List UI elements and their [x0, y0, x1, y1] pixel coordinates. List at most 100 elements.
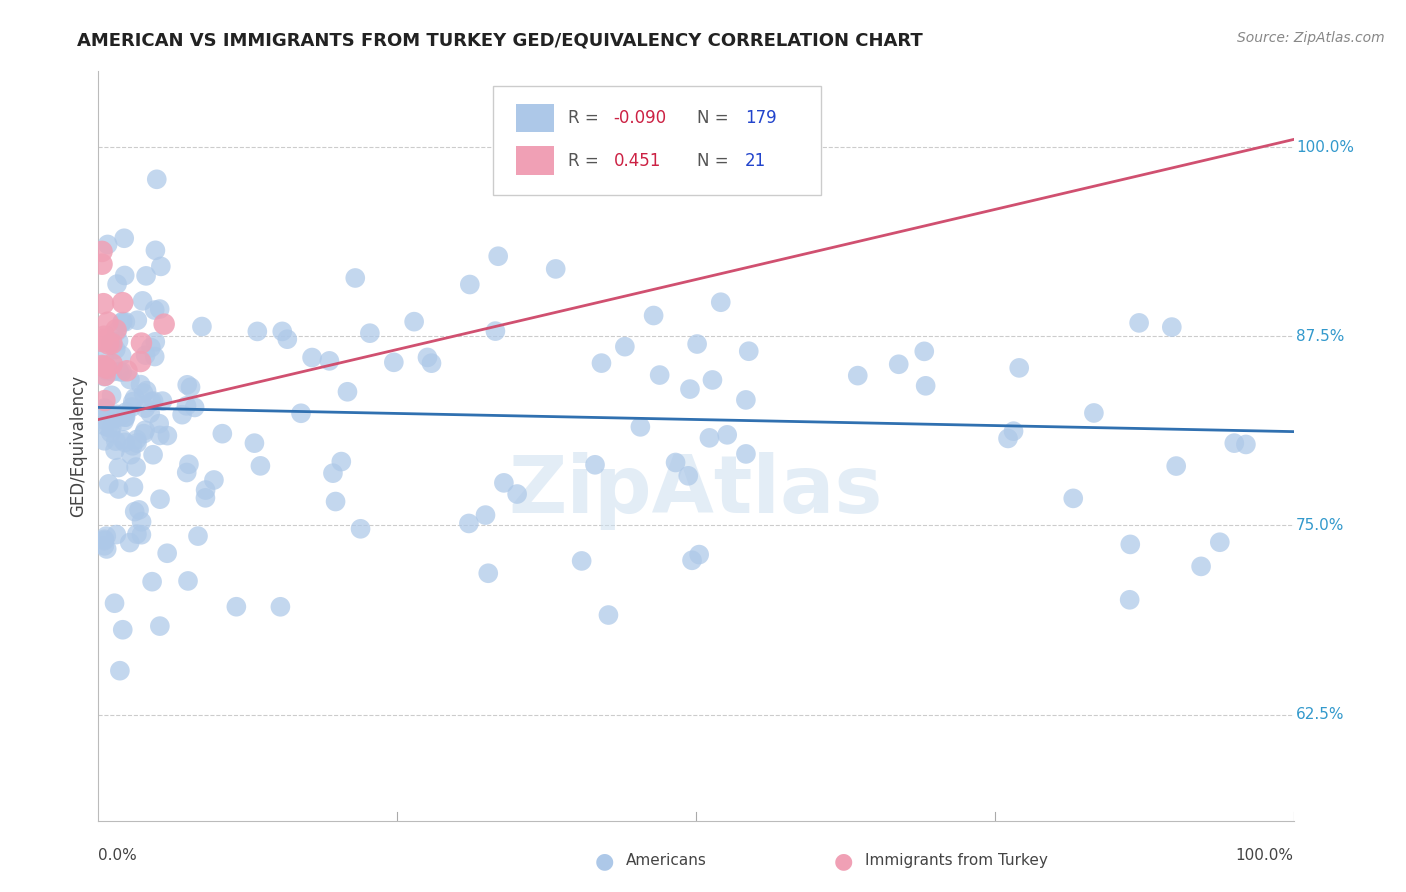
Point — [131, 336, 153, 351]
Point — [94, 368, 117, 383]
Point — [177, 458, 200, 472]
Point — [105, 527, 128, 541]
Point — [108, 409, 131, 424]
Point — [1160, 320, 1182, 334]
Point — [679, 382, 702, 396]
Point — [176, 377, 198, 392]
Point — [93, 413, 115, 427]
Point — [104, 434, 127, 448]
Point — [96, 363, 118, 377]
Point — [104, 443, 127, 458]
Point — [124, 505, 146, 519]
Point — [118, 372, 141, 386]
Point — [187, 529, 209, 543]
Point — [93, 359, 115, 374]
Point — [121, 439, 143, 453]
Point — [336, 384, 359, 399]
Point — [420, 356, 443, 370]
Point — [591, 356, 613, 370]
Point — [177, 574, 200, 588]
Point — [121, 400, 143, 414]
FancyBboxPatch shape — [516, 103, 554, 132]
Text: 0.0%: 0.0% — [98, 848, 138, 863]
Point — [149, 301, 172, 316]
Point — [349, 522, 371, 536]
Point — [107, 334, 129, 348]
Point — [129, 377, 152, 392]
Point — [105, 410, 128, 425]
Point — [648, 368, 671, 382]
Point — [94, 401, 117, 416]
Text: N =: N = — [697, 152, 734, 169]
Point — [132, 386, 155, 401]
Point — [322, 466, 344, 480]
Point — [301, 351, 323, 365]
Point — [290, 406, 312, 420]
Point — [156, 428, 179, 442]
Point — [125, 436, 148, 450]
Point — [96, 361, 118, 376]
Point — [846, 368, 869, 383]
Point — [139, 406, 162, 420]
Point — [105, 323, 128, 337]
Point — [135, 384, 157, 398]
Point — [404, 315, 426, 329]
Point — [131, 293, 153, 308]
Point — [716, 427, 738, 442]
Point — [271, 325, 294, 339]
Point — [156, 546, 179, 560]
Point — [111, 623, 134, 637]
Point — [131, 515, 153, 529]
Point — [131, 527, 153, 541]
Point — [276, 332, 298, 346]
Point — [997, 432, 1019, 446]
Point — [101, 357, 124, 371]
Point — [1119, 537, 1142, 551]
Point — [628, 420, 651, 434]
Point — [146, 172, 169, 186]
Point — [134, 423, 156, 437]
Point — [583, 458, 606, 472]
Point — [183, 401, 205, 415]
Point — [114, 410, 136, 425]
Point — [243, 436, 266, 450]
Point — [134, 401, 156, 416]
Point — [143, 334, 166, 349]
Point — [96, 541, 118, 556]
Point — [148, 417, 170, 431]
Text: 75.0%: 75.0% — [1296, 518, 1344, 533]
Point — [114, 315, 136, 329]
Point — [93, 533, 115, 548]
Point — [111, 295, 134, 310]
Text: ●: ● — [595, 851, 614, 871]
Point — [678, 468, 700, 483]
Point — [734, 392, 756, 407]
Point — [1209, 535, 1232, 549]
Point — [97, 420, 120, 434]
Point — [176, 399, 198, 413]
Point — [97, 237, 120, 252]
Text: Source: ZipAtlas.com: Source: ZipAtlas.com — [1237, 31, 1385, 45]
Point — [613, 340, 636, 354]
Point — [344, 271, 367, 285]
Point — [191, 319, 214, 334]
Text: 62.5%: 62.5% — [1296, 707, 1344, 723]
Point — [912, 344, 935, 359]
Point — [382, 355, 405, 369]
Point — [142, 448, 165, 462]
Point — [93, 539, 115, 553]
Point — [94, 393, 117, 408]
Text: N =: N = — [697, 109, 734, 127]
Point — [681, 553, 703, 567]
Point — [149, 260, 172, 274]
Point — [149, 492, 172, 507]
Point — [149, 428, 172, 442]
Point — [93, 296, 115, 310]
Point — [211, 426, 233, 441]
Point — [100, 336, 122, 351]
Point — [141, 394, 163, 409]
Point — [1189, 559, 1212, 574]
Text: 87.5%: 87.5% — [1296, 329, 1344, 343]
Point — [125, 527, 148, 541]
Point — [115, 364, 138, 378]
